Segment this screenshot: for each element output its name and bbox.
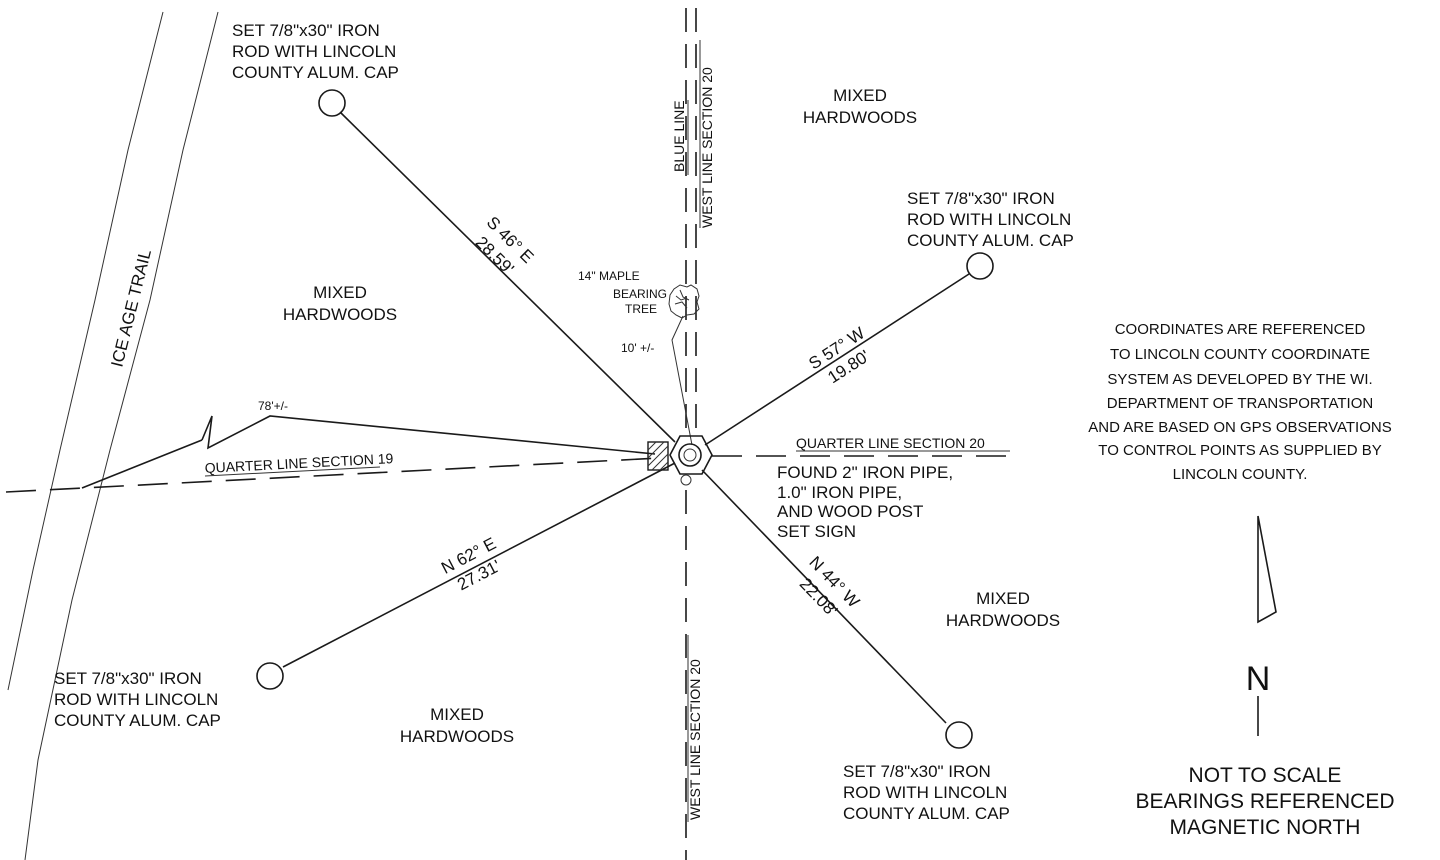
bearing-lines	[282, 111, 970, 724]
ice-age-trail: ICE AGE TRAIL	[7, 11, 219, 860]
svg-text:AND ARE BASED ON GPS OBSERVATI: AND ARE BASED ON GPS OBSERVATIONS	[1088, 419, 1391, 436]
iron-rod-nw	[318, 89, 346, 117]
west-line-bottom-label: WEST LINE SECTION 20	[687, 659, 703, 820]
woods-label-south: MIXED HARDWOODS	[400, 705, 514, 746]
svg-text:TO CONTROL POINTS AS SUPPLIED: TO CONTROL POINTS AS SUPPLIED BY	[1098, 442, 1381, 459]
scale-note: NOT TO SCALE BEARINGS REFERENCED MAGNETI…	[1135, 764, 1394, 839]
found-monument	[647, 435, 713, 486]
svg-text:SYSTEM AS DEVELOPED BY THE WI.: SYSTEM AS DEVELOPED BY THE WI.	[1107, 371, 1372, 388]
rod-label-ne: SET 7/8"x30" IRON ROD WITH LINCOLN COUNT…	[907, 189, 1074, 250]
bearing-line-se	[701, 469, 947, 724]
svg-text:MIXED: MIXED	[976, 589, 1030, 608]
svg-text:SET 7/8"x30" IRON: SET 7/8"x30" IRON	[54, 669, 202, 688]
bearing-label-ne: S 57° W 19.80'	[805, 323, 873, 387]
svg-text:TREE: TREE	[625, 302, 657, 316]
svg-text:1.0" IRON PIPE,: 1.0" IRON PIPE,	[777, 483, 902, 502]
svg-text:COUNTY ALUM. CAP: COUNTY ALUM. CAP	[232, 63, 399, 82]
iron-rod-sw	[256, 662, 284, 690]
bearing-label-nw: S 46° E 28.59'	[472, 213, 538, 279]
west-line-north: BLUE LINE WEST LINE SECTION 20	[671, 8, 715, 440]
rod-label-sw: SET 7/8"x30" IRON ROD WITH LINCOLN COUNT…	[54, 669, 221, 730]
coordinates-note: COORDINATES ARE REFERENCED TO LINCOLN CO…	[1088, 321, 1391, 483]
svg-text:HARDWOODS: HARDWOODS	[400, 727, 514, 746]
west-line-south: WEST LINE SECTION 20	[685, 490, 703, 860]
quarter-line-19: 78'+/- QUARTER LINE SECTION 19	[5, 399, 661, 493]
quarter-line-20-label: QUARTER LINE SECTION 20	[796, 435, 985, 451]
svg-text:ROD WITH LINCOLN: ROD WITH LINCOLN	[54, 690, 218, 709]
svg-text:ROD WITH LINCOLN: ROD WITH LINCOLN	[232, 42, 396, 61]
svg-text:NOT TO SCALE: NOT TO SCALE	[1189, 764, 1342, 787]
svg-text:SET 7/8"x30" IRON: SET 7/8"x30" IRON	[907, 189, 1055, 208]
svg-text:ROD WITH LINCOLN: ROD WITH LINCOLN	[843, 783, 1007, 802]
bearing-label-sw: N 62° E 27.31'	[438, 534, 503, 595]
bearing-line-sw	[282, 462, 676, 668]
north-letter: N	[1246, 660, 1271, 698]
svg-text:COUNTY ALUM. CAP: COUNTY ALUM. CAP	[843, 804, 1010, 823]
found-monument-label: FOUND 2" IRON PIPE, 1.0" IRON PIPE, AND …	[777, 463, 953, 541]
svg-text:DEPARTMENT OF TRANSPORTATION: DEPARTMENT OF TRANSPORTATION	[1107, 395, 1373, 412]
woods-label-north: MIXED HARDWOODS	[803, 86, 917, 127]
svg-text:BEARINGS REFERENCED: BEARINGS REFERENCED	[1135, 790, 1394, 813]
offset-label: 78'+/-	[258, 399, 288, 413]
svg-text:MAGNETIC NORTH: MAGNETIC NORTH	[1170, 816, 1361, 839]
svg-text:SET 7/8"x30" IRON: SET 7/8"x30" IRON	[843, 762, 991, 781]
svg-text:14" MAPLE: 14" MAPLE	[578, 269, 640, 283]
quarter-line-19-label: QUARTER LINE SECTION 19	[204, 450, 394, 476]
bearing-line-ne	[704, 273, 970, 446]
bearing-label-se: N 44° W 22.08'	[796, 553, 863, 621]
svg-text:COUNTY ALUM. CAP: COUNTY ALUM. CAP	[907, 231, 1074, 250]
svg-text:SET 7/8"x30" IRON: SET 7/8"x30" IRON	[232, 21, 380, 40]
svg-text:MIXED: MIXED	[430, 705, 484, 724]
sign-marker	[647, 441, 669, 471]
svg-text:HARDWOODS: HARDWOODS	[946, 611, 1060, 630]
north-arrow-icon	[1257, 515, 1277, 736]
svg-text:BEARING: BEARING	[613, 287, 667, 301]
svg-text:HARDWOODS: HARDWOODS	[283, 305, 397, 324]
iron-rod-se	[945, 721, 973, 749]
blue-line-label: BLUE LINE	[671, 100, 687, 172]
svg-text:TO LINCOLN COUNTY COORDINATE: TO LINCOLN COUNTY COORDINATE	[1110, 346, 1370, 363]
svg-text:FOUND 2" IRON PIPE,: FOUND 2" IRON PIPE,	[777, 463, 953, 482]
svg-text:10' +/-: 10' +/-	[621, 341, 654, 355]
north-arrow: N	[1246, 515, 1277, 736]
tree-icon	[668, 284, 700, 319]
svg-text:LINCOLN COUNTY.: LINCOLN COUNTY.	[1173, 466, 1308, 483]
woods-label-west: MIXED HARDWOODS	[283, 283, 397, 324]
svg-text:AND WOOD POST: AND WOOD POST	[777, 502, 923, 521]
maple-bearing-tree: 14" MAPLE BEARING TREE 10' +/-	[578, 269, 700, 446]
woods-label-east: MIXED HARDWOODS	[946, 589, 1060, 630]
svg-text:MIXED: MIXED	[833, 86, 887, 105]
west-line-top-label: WEST LINE SECTION 20	[699, 67, 715, 228]
monument-marker	[669, 435, 713, 475]
svg-text:HARDWOODS: HARDWOODS	[803, 108, 917, 127]
svg-text:MIXED: MIXED	[313, 283, 367, 302]
bearing-line-nw	[339, 111, 676, 443]
quarter-line-20: QUARTER LINE SECTION 20	[712, 435, 1020, 457]
iron-rod-ne	[966, 252, 994, 280]
svg-text:COORDINATES ARE REFERENCED: COORDINATES ARE REFERENCED	[1115, 321, 1366, 338]
svg-text:ROD WITH LINCOLN: ROD WITH LINCOLN	[907, 210, 1071, 229]
svg-text:SET SIGN: SET SIGN	[777, 522, 856, 541]
rod-label-nw: SET 7/8"x30" IRON ROD WITH LINCOLN COUNT…	[232, 21, 399, 82]
rod-label-se: SET 7/8"x30" IRON ROD WITH LINCOLN COUNT…	[843, 762, 1010, 823]
svg-text:COUNTY ALUM. CAP: COUNTY ALUM. CAP	[54, 711, 221, 730]
